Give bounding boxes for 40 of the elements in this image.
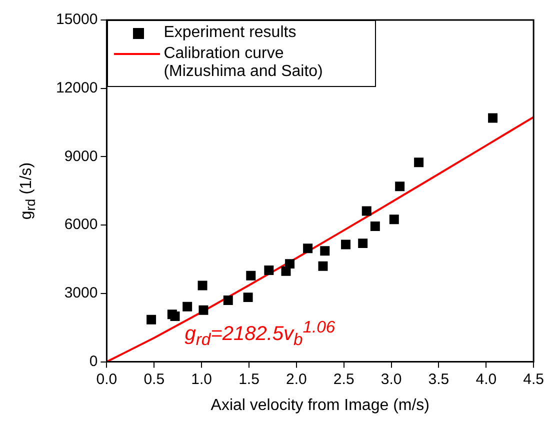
point <box>358 238 368 248</box>
x-tick-label: 0.0 <box>96 370 118 388</box>
point <box>264 265 274 275</box>
point <box>243 292 253 302</box>
x-tick-label: 3.0 <box>380 370 402 388</box>
point <box>362 206 372 216</box>
x-tick-label: 4.0 <box>476 370 497 388</box>
point <box>182 302 192 312</box>
point <box>146 314 156 324</box>
point <box>414 158 424 168</box>
x-tick-label: 1.5 <box>238 370 260 388</box>
point <box>370 221 380 231</box>
x-tick-label: 2.5 <box>333 370 354 388</box>
x-axis-title: Axial velocity from Image (m/s) <box>210 396 430 414</box>
point <box>303 244 313 254</box>
y-tick-label: 12000 <box>56 80 98 96</box>
point <box>246 270 256 280</box>
x-tick-label: 3.5 <box>428 370 450 388</box>
point <box>198 280 208 290</box>
y-tick-label: 0 <box>89 352 98 370</box>
y-tick-label: 6000 <box>64 216 98 234</box>
point <box>318 261 328 271</box>
point <box>341 240 350 250</box>
x-tick-label: 1.0 <box>191 370 212 388</box>
x-tick-label: 0.5 <box>144 370 165 388</box>
point <box>320 246 330 256</box>
x-tick-label: 2.0 <box>286 370 307 388</box>
point <box>488 113 498 123</box>
point <box>389 214 399 224</box>
legend-label: Calibration curve (Mizushima and Saito) <box>164 45 324 81</box>
y-tick-label: 15000 <box>56 11 98 28</box>
point <box>198 305 208 315</box>
y-tick-label: 3000 <box>64 284 98 302</box>
legend-label: Experiment results <box>164 24 296 42</box>
x-tick-label: 4.5 <box>523 370 544 388</box>
point <box>170 311 180 321</box>
point <box>395 182 405 192</box>
y-tick-label: 9000 <box>64 148 98 165</box>
point <box>285 259 295 269</box>
point <box>223 296 233 306</box>
